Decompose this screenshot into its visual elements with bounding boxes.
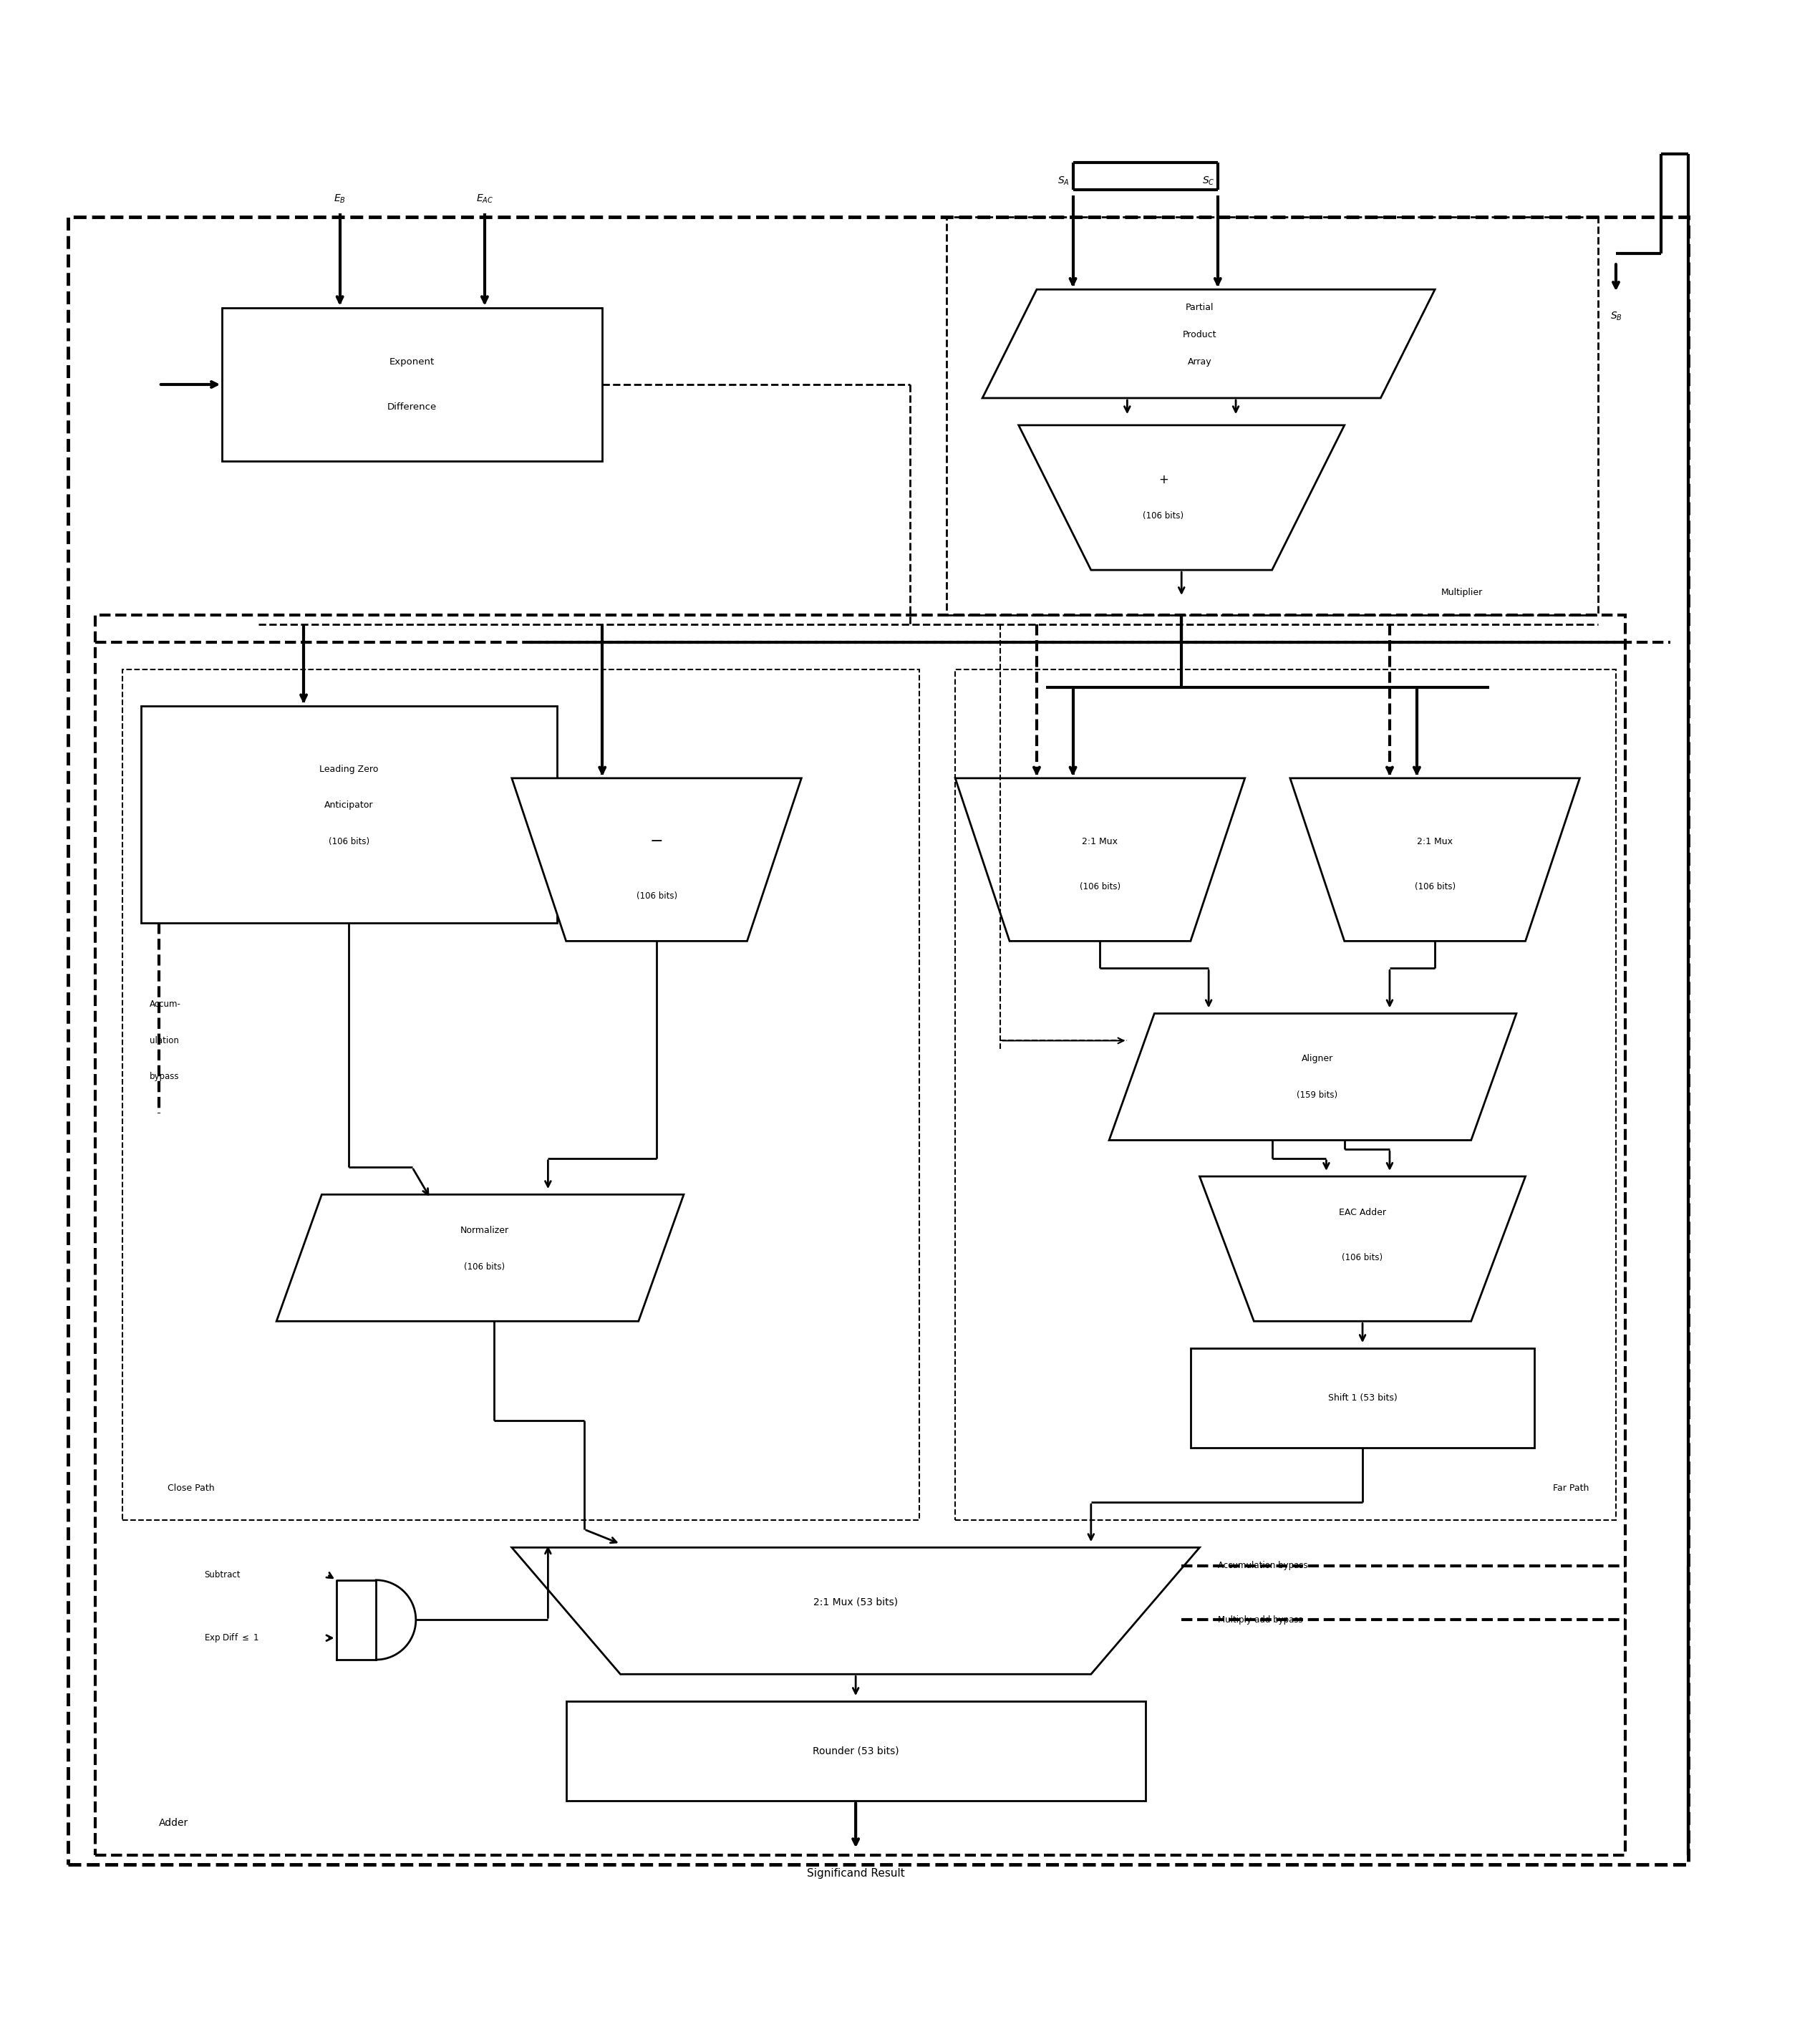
Text: Subtract: Subtract bbox=[204, 1571, 240, 1579]
Text: (106 bits): (106 bits) bbox=[328, 837, 369, 845]
Text: 2:1 Mux: 2:1 Mux bbox=[1418, 837, 1452, 845]
Polygon shape bbox=[983, 290, 1434, 397]
Text: −: − bbox=[650, 835, 662, 849]
Bar bbox=[566, 1701, 1145, 1800]
Polygon shape bbox=[1290, 778, 1580, 941]
Polygon shape bbox=[511, 1547, 1199, 1674]
Text: bypass: bypass bbox=[149, 1072, 180, 1082]
Text: ulation: ulation bbox=[149, 1036, 178, 1046]
Bar bbox=[955, 669, 1616, 1520]
Text: 2:1 Mux (53 bits): 2:1 Mux (53 bits) bbox=[814, 1597, 897, 1607]
Text: Significand Result: Significand Result bbox=[806, 1869, 905, 1879]
Text: EAC Adder: EAC Adder bbox=[1340, 1208, 1387, 1218]
Text: (106 bits): (106 bits) bbox=[637, 892, 677, 900]
Bar bbox=[140, 705, 557, 922]
Text: Close Path: Close Path bbox=[167, 1484, 215, 1494]
Text: Difference: Difference bbox=[388, 403, 437, 411]
Text: +: + bbox=[1159, 472, 1168, 486]
Text: (106 bits): (106 bits) bbox=[1143, 511, 1183, 521]
Polygon shape bbox=[1199, 1176, 1525, 1322]
Polygon shape bbox=[1019, 426, 1345, 570]
Text: (159 bits): (159 bits) bbox=[1298, 1091, 1338, 1099]
Text: Far Path: Far Path bbox=[1552, 1484, 1589, 1494]
Text: Exponent: Exponent bbox=[389, 357, 435, 367]
Bar bbox=[122, 669, 919, 1520]
Text: Multiplier: Multiplier bbox=[1441, 588, 1483, 598]
Text: Leading Zero: Leading Zero bbox=[318, 764, 379, 774]
Text: (106 bits): (106 bits) bbox=[1341, 1253, 1383, 1263]
Text: Exp Diff $\leq$ 1: Exp Diff $\leq$ 1 bbox=[204, 1632, 258, 1644]
Bar bbox=[222, 308, 602, 462]
Text: (106 bits): (106 bits) bbox=[464, 1263, 506, 1271]
Bar bbox=[946, 217, 1598, 616]
Text: Rounder (53 bits): Rounder (53 bits) bbox=[812, 1745, 899, 1755]
Text: Accum-: Accum- bbox=[149, 999, 182, 1009]
Text: $S_A$: $S_A$ bbox=[1057, 174, 1070, 186]
Text: $E_B$: $E_B$ bbox=[333, 193, 346, 205]
Text: Shift 1 (53 bits): Shift 1 (53 bits) bbox=[1329, 1393, 1398, 1403]
Text: (106 bits): (106 bits) bbox=[1079, 882, 1121, 892]
Text: Anticipator: Anticipator bbox=[324, 801, 373, 811]
Text: Normalizer: Normalizer bbox=[460, 1226, 510, 1234]
Text: Multiply-add bypass: Multiply-add bypass bbox=[1218, 1616, 1303, 1624]
Text: $E_{AC}$: $E_{AC}$ bbox=[477, 193, 493, 205]
Polygon shape bbox=[955, 778, 1245, 941]
Polygon shape bbox=[1108, 1014, 1516, 1141]
Text: Product: Product bbox=[1183, 330, 1216, 339]
Text: $S_C$: $S_C$ bbox=[1203, 174, 1216, 186]
Text: Array: Array bbox=[1188, 357, 1212, 367]
Polygon shape bbox=[511, 778, 801, 941]
Text: (106 bits): (106 bits) bbox=[1414, 882, 1456, 892]
Polygon shape bbox=[277, 1194, 684, 1322]
Bar bbox=[1190, 1348, 1534, 1447]
Bar bbox=[69, 217, 1689, 1865]
Text: Adder: Adder bbox=[158, 1818, 187, 1828]
Text: Aligner: Aligner bbox=[1301, 1054, 1332, 1064]
Text: 2:1 Mux: 2:1 Mux bbox=[1083, 837, 1117, 845]
Text: Accumulation bypass: Accumulation bypass bbox=[1218, 1561, 1307, 1571]
Text: Partial: Partial bbox=[1185, 302, 1214, 312]
Text: $S_B$: $S_B$ bbox=[1611, 310, 1622, 322]
Bar bbox=[95, 616, 1625, 1855]
